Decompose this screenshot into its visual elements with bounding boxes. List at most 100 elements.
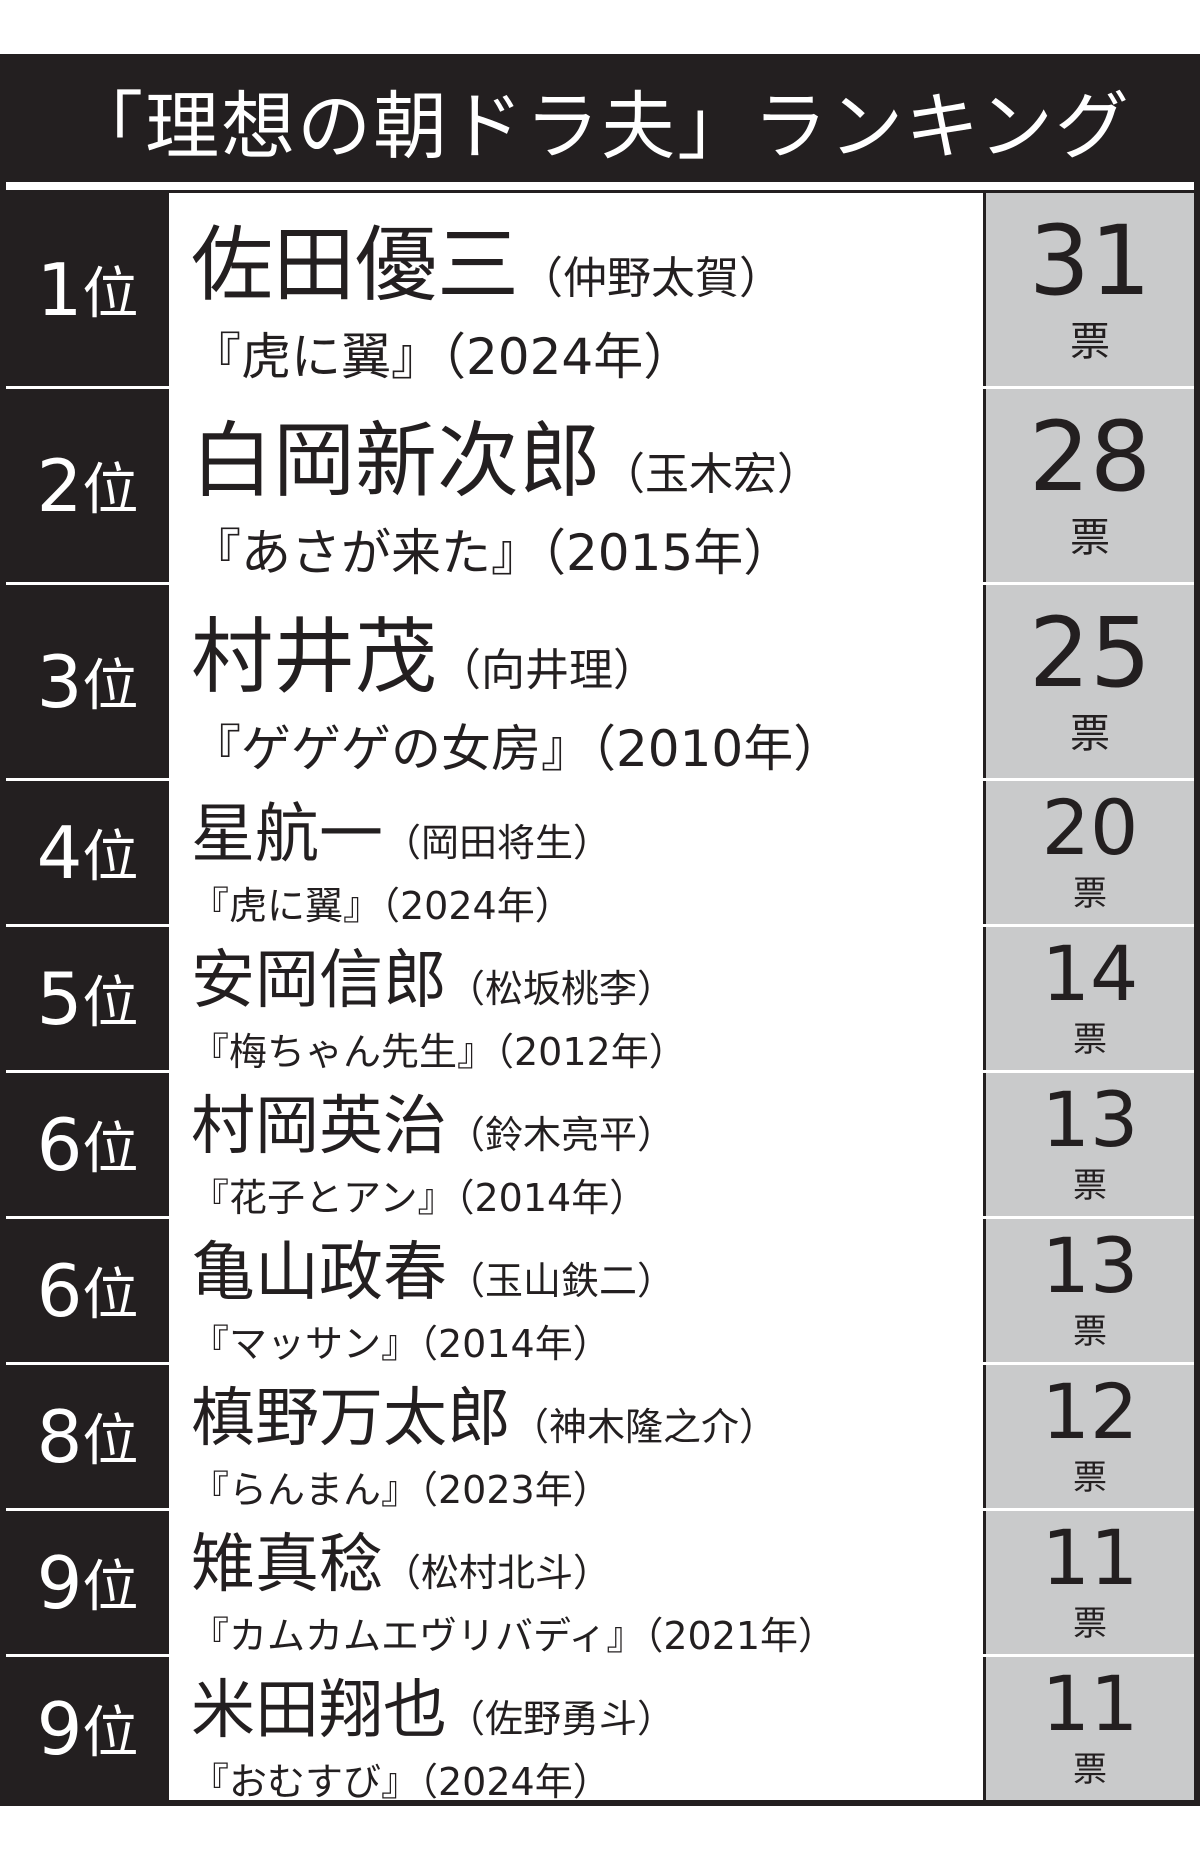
actor-name: （神木隆之介） [511, 1405, 778, 1449]
name-cell: 雉真稔（松村北斗） 『カムカムエヴリバディ』（2021年） [169, 1511, 983, 1658]
ranking-row: 3 位村井茂（向井理） 『ゲゲゲの女房』（2010年） 25 票 [6, 582, 1194, 778]
rank-number: 6 [36, 1248, 83, 1333]
ranking-row: 6 位亀山政春（玉山鉄二） 『マッサン』（2014年） 13 票 [6, 1216, 1194, 1366]
name-cell: 米田翔也（佐野勇斗） 『おむすび』（2024年） [169, 1657, 983, 1804]
actor-name: （玉木宏） [601, 449, 822, 500]
rank-number: 6 [36, 1102, 83, 1187]
character-name: 白岡新次郎 [191, 414, 602, 509]
rank-number: 9 [36, 1540, 83, 1625]
ranking-row: 4 位星航一（岡田将生） 『虎に翼』（2024年） 20 票 [6, 778, 1194, 928]
rank-suffix: 位 [82, 458, 139, 523]
rank-suffix: 位 [82, 1263, 139, 1328]
vote-unit: 票 [1073, 1166, 1107, 1206]
drama-title: 『マッサン』（2014年） [191, 1322, 611, 1366]
vote-count: 12 [1041, 1367, 1139, 1456]
character-name: 村岡英治 [191, 1090, 447, 1164]
ranking-row: 6 位村岡英治（鈴木亮平） 『花子とアン』（2014年） 13 票 [6, 1070, 1194, 1220]
votes-cell: 14 票 [986, 927, 1194, 1070]
actor-name: （松坂桃李） [447, 967, 676, 1011]
ranking-title: 「理想の朝ドラ夫」ランキング [69, 83, 1131, 170]
rank-suffix: 位 [82, 262, 139, 327]
rank-suffix: 位 [82, 654, 139, 719]
character-name: 亀山政春 [191, 1236, 447, 1310]
ranking-row: 9 位雉真稔（松村北斗） 『カムカムエヴリバディ』（2021年） 11 票 [6, 1508, 1194, 1658]
ranking-rows: 1 位佐田優三（仲野太賀） 『虎に翼』（2024年） 31 票 2 位白岡新次郎（玉木宏）『… [6, 193, 1194, 1804]
votes-cell: 11 票 [986, 1657, 1194, 1800]
name-cell: 村岡英治（鈴木亮平） 『花子とアン』（2014年） [169, 1073, 983, 1220]
actor-name: （松村北斗） [383, 1551, 612, 1595]
actor-name: （向井理） [437, 645, 658, 696]
character-name: 星航一 [191, 798, 383, 872]
votes-cell: 11 票 [986, 1511, 1194, 1654]
vote-unit: 票 [1073, 1604, 1107, 1644]
votes-cell: 20 票 [986, 781, 1194, 924]
vote-unit: 票 [1073, 1020, 1107, 1060]
ranking-row: 2 位白岡新次郎（玉木宏） 『あさが来た』（2015年） 28 票 [6, 386, 1194, 582]
rank-number: 2 [36, 443, 83, 528]
votes-cell: 12 票 [986, 1365, 1194, 1508]
ranking-table: 「理想の朝ドラ夫」ランキング 1 位佐田優三（仲野太賀） 『虎に翼』（2024年） 3… [0, 54, 1200, 1806]
vote-unit: 票 [1070, 318, 1110, 365]
ranking-row: 9 位米田翔也（佐野勇斗） 『おむすび』（2024年） 11 票 [6, 1654, 1194, 1804]
rank-number: 8 [36, 1394, 83, 1479]
rank-number: 3 [36, 639, 83, 724]
actor-name: （岡田将生） [383, 821, 612, 865]
ranking-row: 8 位槙野万太郎（神木隆之介） 『らんまん』（2023年） 12 票 [6, 1362, 1194, 1512]
rank-number: 9 [36, 1686, 83, 1771]
vote-unit: 票 [1073, 1750, 1107, 1790]
vote-unit: 票 [1073, 1458, 1107, 1498]
drama-title: 『らんまん』（2023年） [191, 1468, 611, 1512]
character-name: 雉真稔 [191, 1528, 383, 1602]
character-name: 村井茂 [191, 610, 438, 705]
character-name: 佐田優三 [191, 218, 520, 313]
drama-title: 『カムカムエヴリバディ』（2021年） [191, 1614, 837, 1658]
votes-cell: 28 票 [986, 389, 1194, 582]
vote-unit: 票 [1073, 1312, 1107, 1352]
rank-suffix: 位 [82, 1701, 139, 1766]
name-cell: 槙野万太郎（神木隆之介） 『らんまん』（2023年） [169, 1365, 983, 1512]
drama-title: 『虎に翼』（2024年） [191, 328, 694, 386]
rank-number: 1 [36, 247, 83, 332]
name-cell: 星航一（岡田将生） 『虎に翼』（2024年） [169, 781, 983, 928]
votes-cell: 13 票 [986, 1073, 1194, 1216]
vote-count: 11 [1041, 1513, 1139, 1602]
rank-suffix: 位 [82, 1409, 139, 1474]
rank-number: 5 [36, 956, 83, 1041]
character-name: 槙野万太郎 [191, 1382, 511, 1456]
rank-suffix: 位 [82, 1117, 139, 1182]
vote-count: 13 [1041, 1221, 1139, 1310]
vote-unit: 票 [1070, 710, 1110, 757]
actor-name: （玉山鉄二） [447, 1259, 676, 1303]
votes-cell: 13 票 [986, 1219, 1194, 1362]
rank-number: 4 [36, 810, 83, 895]
vote-count: 20 [1041, 783, 1139, 872]
drama-title: 『おむすび』（2024年） [191, 1760, 611, 1804]
votes-cell: 25 票 [986, 585, 1194, 778]
vote-count: 11 [1041, 1659, 1139, 1748]
character-name: 安岡信郎 [191, 944, 447, 1018]
votes-cell: 31 票 [986, 193, 1194, 386]
vote-count: 14 [1041, 929, 1139, 1018]
vote-unit: 票 [1070, 514, 1110, 561]
rank-suffix: 位 [82, 971, 139, 1036]
actor-name: （仲野太賀） [519, 253, 784, 304]
name-cell: 佐田優三（仲野太賀） 『虎に翼』（2024年） [169, 193, 983, 386]
drama-title: 『梅ちゃん先生』（2012年） [191, 1030, 687, 1074]
name-cell: 村井茂（向井理） 『ゲゲゲの女房』（2010年） [169, 585, 983, 778]
ranking-row: 1 位佐田優三（仲野太賀） 『虎に翼』（2024年） 31 票 [6, 193, 1194, 386]
actor-name: （佐野勇斗） [447, 1697, 676, 1741]
vote-count: 28 [1028, 400, 1152, 513]
name-cell: 亀山政春（玉山鉄二） 『マッサン』（2014年） [169, 1219, 983, 1366]
name-cell: 安岡信郎（松坂桃李） 『梅ちゃん先生』（2012年） [169, 927, 983, 1074]
rank-suffix: 位 [82, 825, 139, 890]
drama-title: 『花子とアン』（2014年） [191, 1176, 648, 1220]
